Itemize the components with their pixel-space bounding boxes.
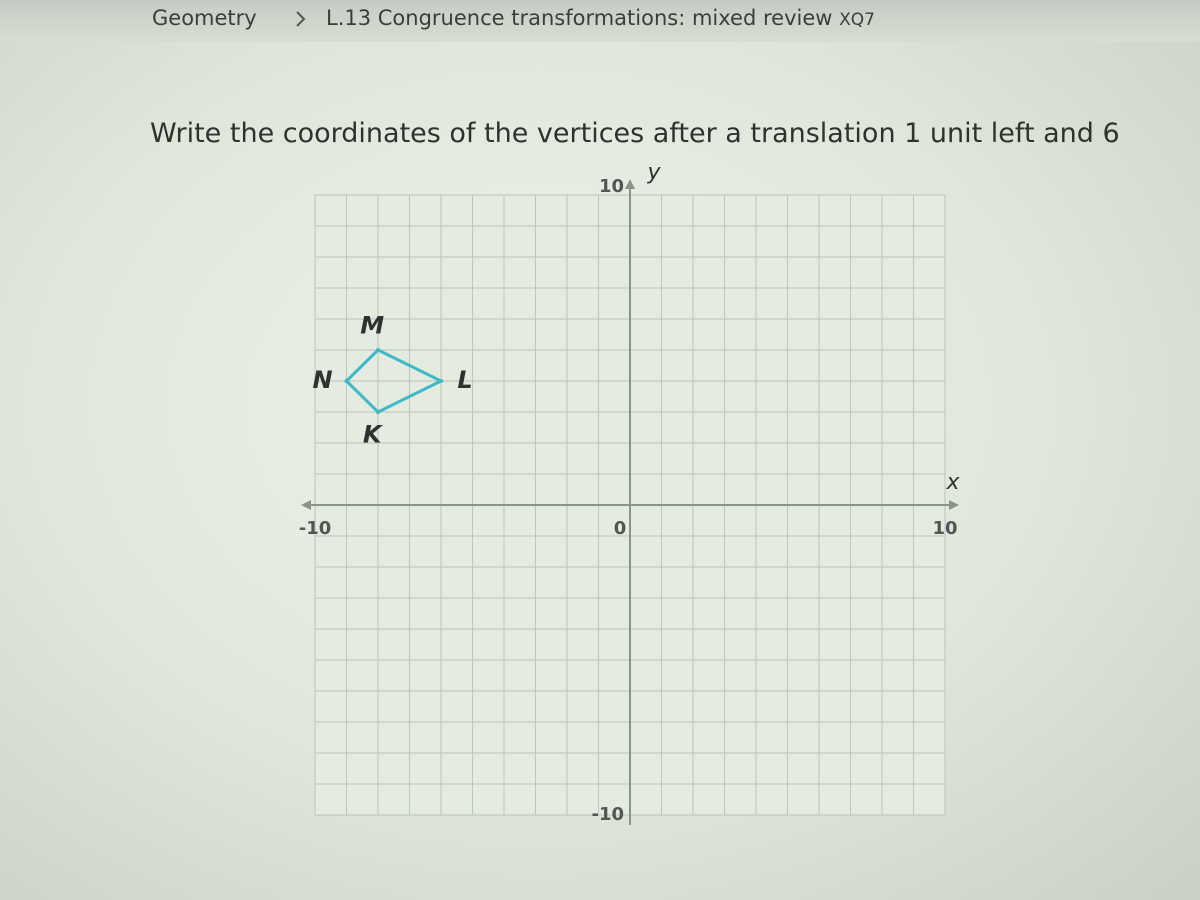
skill-code: XQ7: [839, 10, 875, 30]
vertex-label: L: [457, 366, 472, 394]
breadcrumb-chevron: [296, 11, 306, 27]
vertex: [439, 379, 443, 383]
top-bar: [0, 0, 1200, 42]
y-tick-label: 10: [599, 176, 624, 197]
vertex: [344, 379, 349, 383]
vertex: [376, 410, 380, 414]
y-tick-label: -10: [591, 804, 624, 825]
x-axis-label: x: [945, 470, 960, 495]
x-tick-label: 0: [614, 518, 627, 539]
vertex-label: M: [360, 312, 384, 340]
vertex-label: N: [312, 366, 332, 394]
y-axis-label: y: [646, 160, 661, 185]
x-tick-label: 10: [932, 518, 957, 539]
skill-name: L.13 Congruence transformations: mixed r…: [326, 6, 833, 30]
x-tick-label: -10: [299, 518, 332, 539]
breadcrumb-skill: L.13 Congruence transformations: mixed r…: [326, 6, 875, 30]
question: Write the coordinates of the vertices af…: [150, 118, 1120, 149]
vertex-label: K: [363, 420, 384, 448]
vertex: [376, 348, 380, 352]
breadcrumb-subject[interactable]: Geometry: [152, 6, 257, 30]
